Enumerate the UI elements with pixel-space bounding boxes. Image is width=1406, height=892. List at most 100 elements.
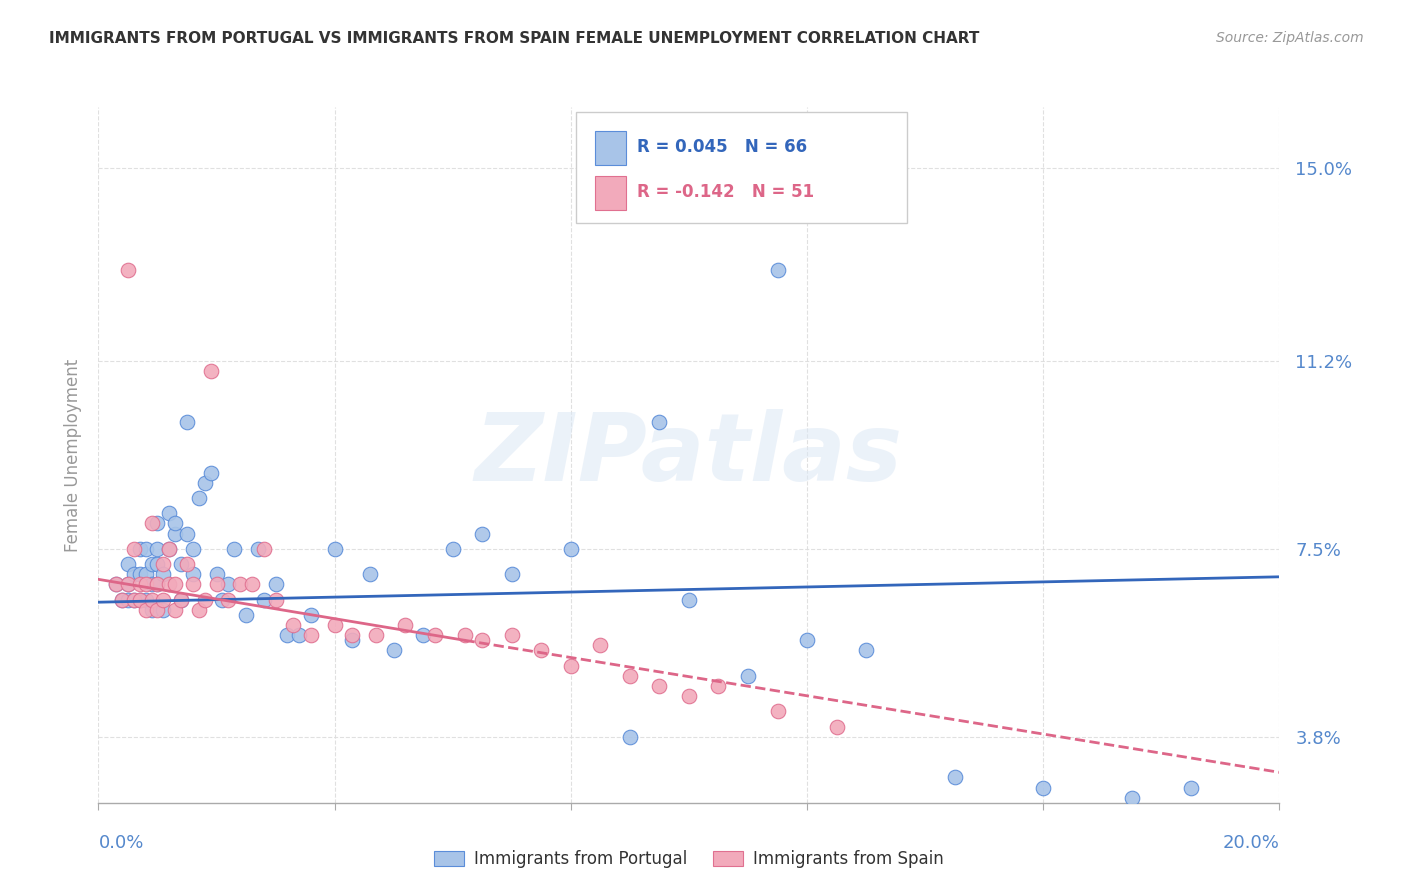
- Point: [141, 557, 163, 571]
- Point: [128, 592, 150, 607]
- Point: [122, 541, 145, 556]
- Point: [501, 567, 523, 582]
- Point: [342, 633, 364, 648]
- Point: [170, 557, 193, 571]
- Point: [737, 669, 759, 683]
- Point: [560, 658, 582, 673]
- Point: [825, 720, 848, 734]
- Point: [796, 633, 818, 648]
- Point: [619, 669, 641, 683]
- Point: [117, 262, 139, 277]
- Point: [176, 557, 198, 571]
- Text: R = -0.142   N = 51: R = -0.142 N = 51: [637, 183, 814, 201]
- Point: [441, 541, 464, 556]
- Point: [453, 628, 475, 642]
- Point: [560, 541, 582, 556]
- Point: [235, 607, 257, 622]
- Point: [1032, 780, 1054, 795]
- Point: [111, 592, 134, 607]
- Point: [394, 618, 416, 632]
- Text: ZIPatlas: ZIPatlas: [475, 409, 903, 501]
- Point: [157, 541, 180, 556]
- Text: 0.0%: 0.0%: [98, 834, 143, 852]
- Point: [276, 628, 298, 642]
- Point: [246, 541, 269, 556]
- Point: [471, 633, 494, 648]
- Point: [382, 643, 405, 657]
- Point: [165, 516, 187, 531]
- Point: [1121, 790, 1143, 805]
- Point: [855, 643, 877, 657]
- Point: [128, 592, 150, 607]
- Point: [117, 577, 139, 591]
- Point: [122, 592, 145, 607]
- Point: [157, 577, 180, 591]
- Point: [364, 628, 387, 642]
- Point: [105, 577, 128, 591]
- Point: [264, 592, 287, 607]
- Point: [111, 592, 134, 607]
- Point: [648, 679, 671, 693]
- Point: [359, 567, 381, 582]
- Point: [170, 592, 193, 607]
- Point: [323, 618, 346, 632]
- Point: [128, 541, 150, 556]
- Point: [181, 577, 204, 591]
- Point: [117, 557, 139, 571]
- Point: [135, 567, 157, 582]
- Point: [141, 577, 163, 591]
- Point: [323, 541, 346, 556]
- Point: [240, 577, 263, 591]
- Legend: Immigrants from Portugal, Immigrants from Spain: Immigrants from Portugal, Immigrants fro…: [427, 843, 950, 874]
- Point: [766, 262, 789, 277]
- Point: [187, 603, 209, 617]
- Point: [141, 592, 163, 607]
- Point: [766, 705, 789, 719]
- Point: [152, 603, 174, 617]
- Point: [170, 592, 193, 607]
- Point: [678, 689, 700, 703]
- Point: [1180, 780, 1202, 795]
- Point: [141, 603, 163, 617]
- Point: [176, 526, 198, 541]
- Point: [589, 639, 612, 653]
- Point: [176, 415, 198, 429]
- Point: [253, 541, 276, 556]
- Text: 20.0%: 20.0%: [1223, 834, 1279, 852]
- Point: [678, 592, 700, 607]
- Point: [530, 643, 553, 657]
- Point: [141, 516, 163, 531]
- Point: [707, 679, 730, 693]
- Point: [224, 541, 246, 556]
- Point: [299, 628, 322, 642]
- Point: [264, 577, 287, 591]
- Point: [217, 592, 239, 607]
- Point: [157, 506, 180, 520]
- Y-axis label: Female Unemployment: Female Unemployment: [63, 359, 82, 551]
- Point: [157, 541, 180, 556]
- Point: [412, 628, 434, 642]
- Point: [128, 567, 150, 582]
- Point: [165, 526, 187, 541]
- Point: [423, 628, 446, 642]
- Point: [105, 577, 128, 591]
- Point: [194, 475, 217, 490]
- Point: [943, 771, 966, 785]
- Point: [146, 557, 169, 571]
- Point: [342, 628, 364, 642]
- Point: [135, 603, 157, 617]
- Point: [283, 618, 305, 632]
- Point: [152, 592, 174, 607]
- Point: [181, 567, 204, 582]
- Point: [200, 364, 222, 378]
- Point: [471, 526, 494, 541]
- Text: IMMIGRANTS FROM PORTUGAL VS IMMIGRANTS FROM SPAIN FEMALE UNEMPLOYMENT CORRELATIO: IMMIGRANTS FROM PORTUGAL VS IMMIGRANTS F…: [49, 31, 980, 46]
- Point: [619, 730, 641, 744]
- Point: [217, 577, 239, 591]
- Point: [187, 491, 209, 505]
- Point: [194, 592, 217, 607]
- Point: [253, 592, 276, 607]
- Point: [181, 541, 204, 556]
- Point: [205, 577, 228, 591]
- Point: [135, 541, 157, 556]
